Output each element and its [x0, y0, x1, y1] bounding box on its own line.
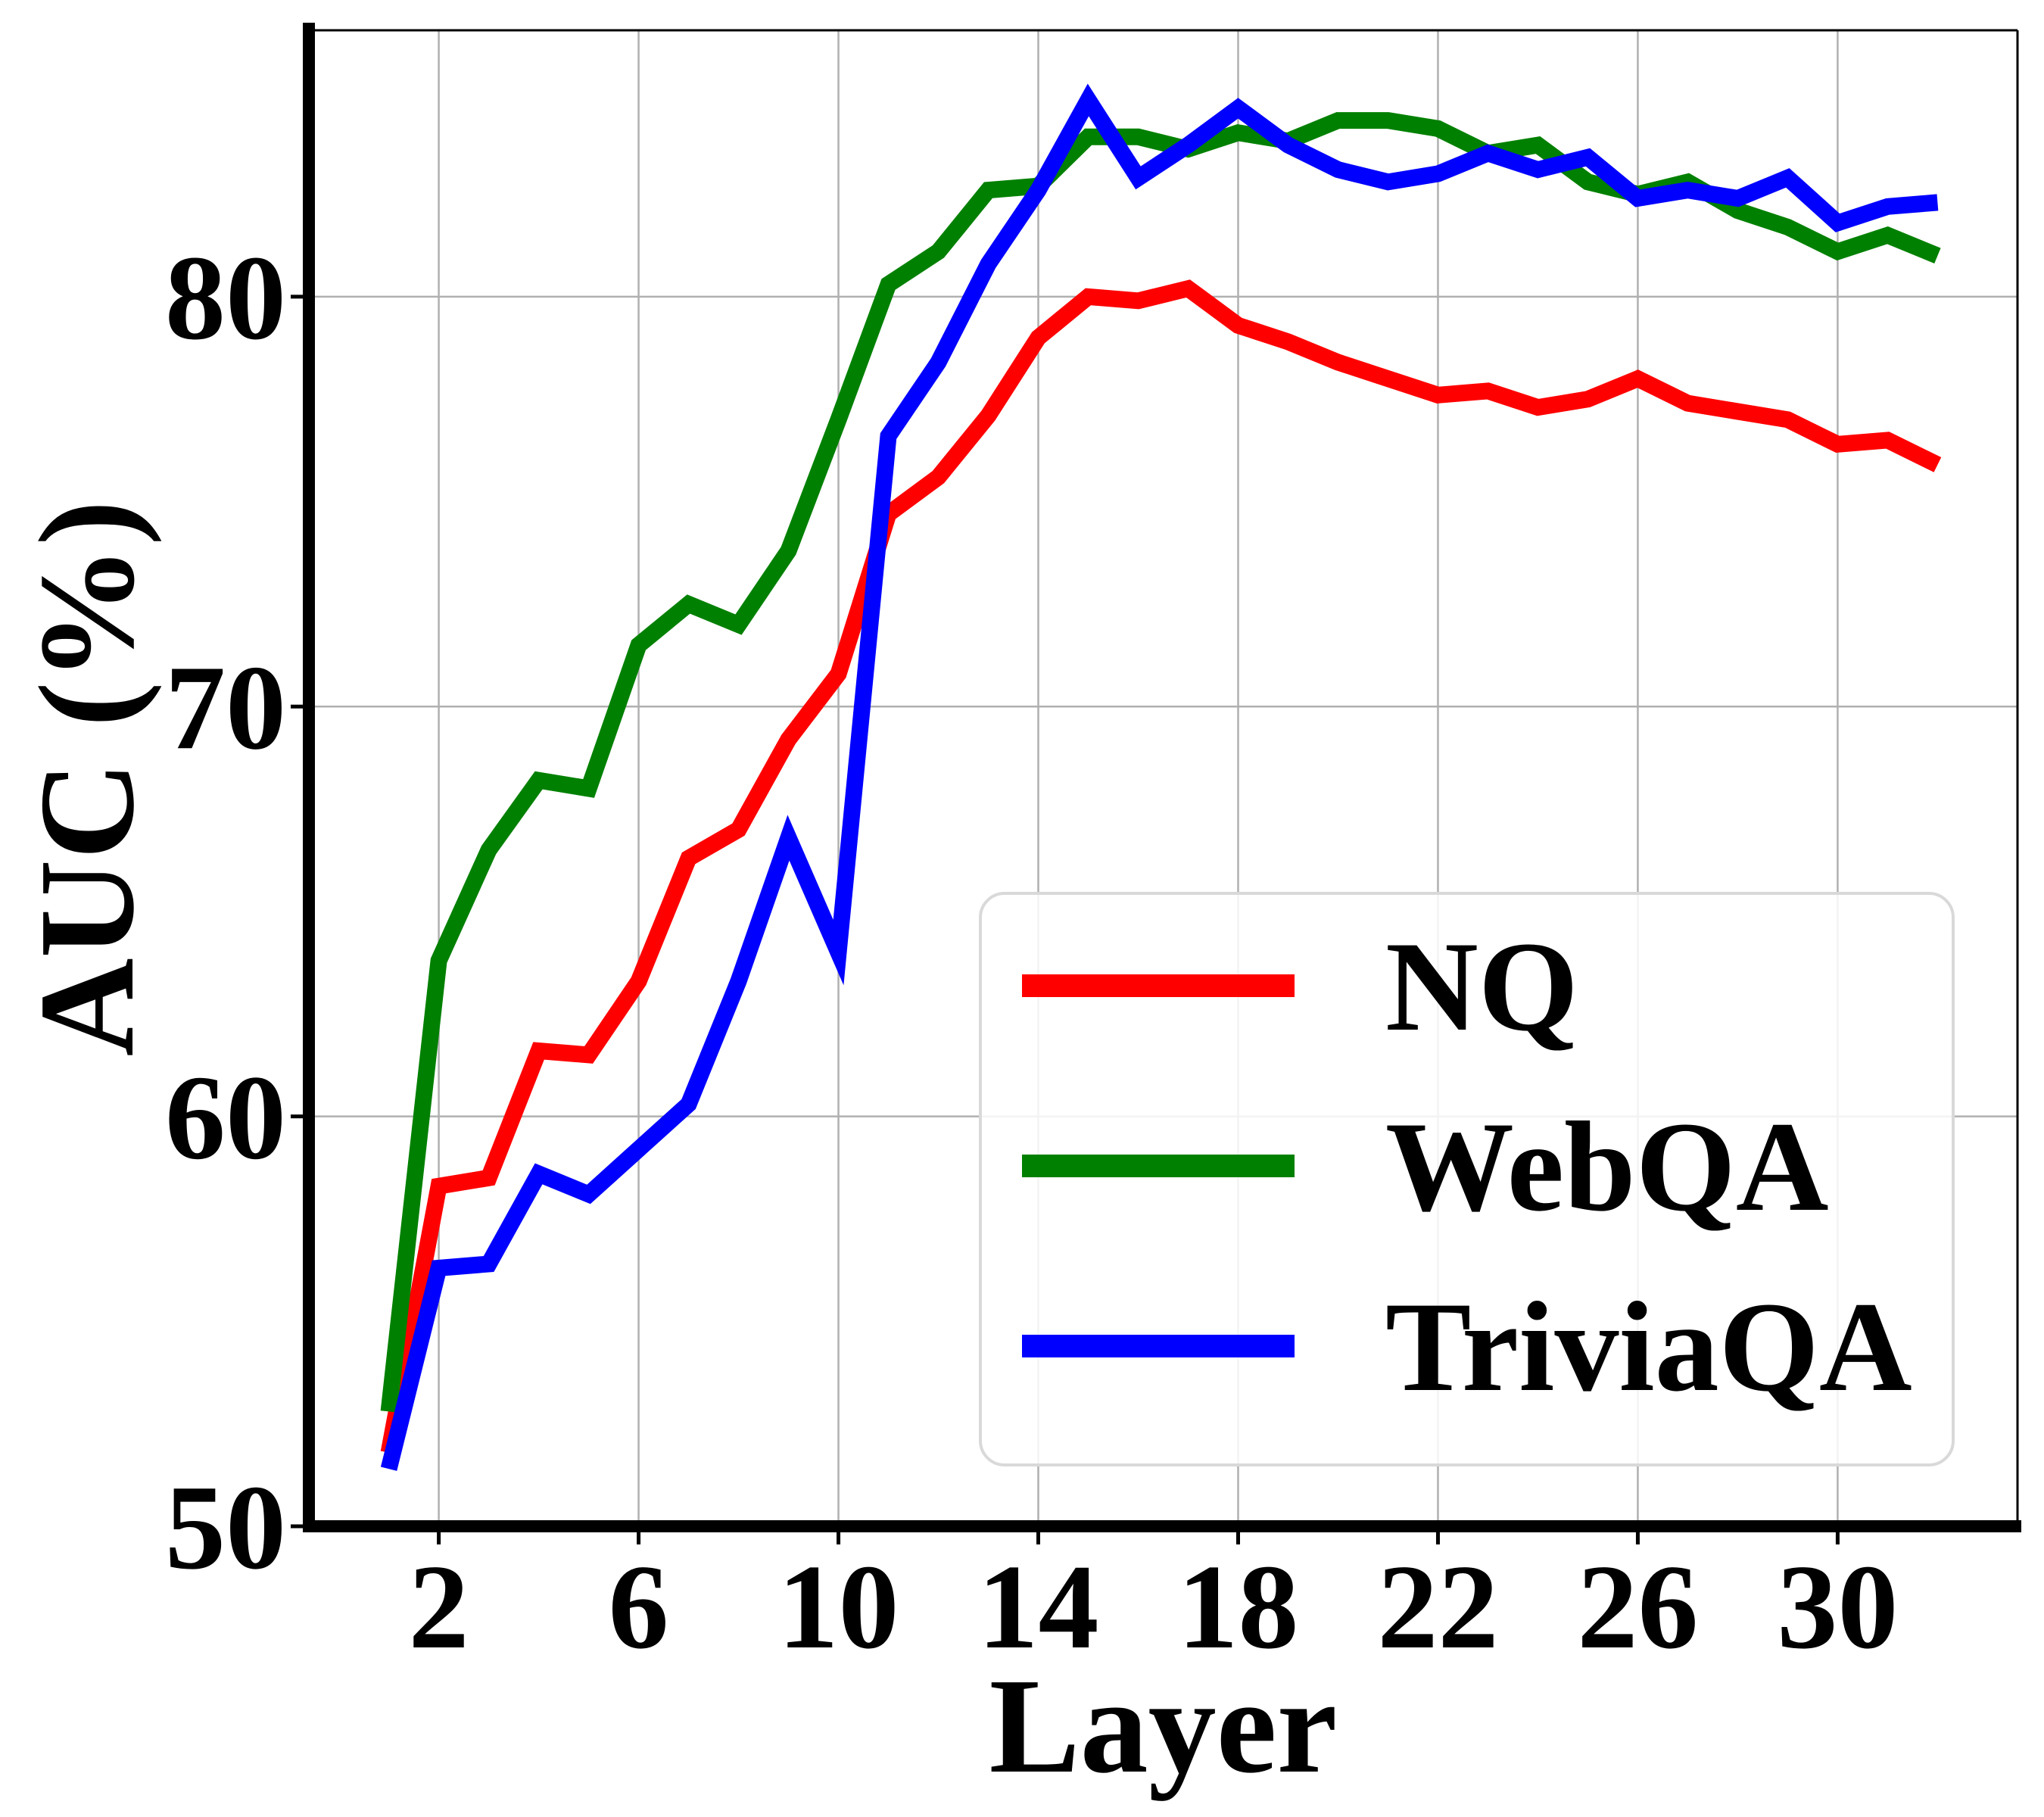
axes — [291, 23, 2021, 1544]
y-tick-label: 70 — [165, 640, 286, 774]
x-tick-label: 6 — [609, 1539, 669, 1674]
x-tick-label: 10 — [778, 1539, 899, 1674]
legend-label-triviaqa: TriviaQA — [1385, 1276, 1912, 1418]
y-tick-label: 50 — [165, 1460, 286, 1594]
x-tick-label: 2 — [409, 1539, 469, 1674]
x-tick-label: 26 — [1577, 1539, 1698, 1674]
legend: NQ WebQA TriviaQA — [979, 892, 1955, 1466]
x-tick-label: 18 — [1177, 1539, 1298, 1674]
x-tick-label: 30 — [1777, 1539, 1898, 1674]
series-line-nq — [380, 279, 1942, 1454]
y-tick-label: 60 — [165, 1050, 286, 1185]
series-line-triviaqa — [380, 83, 1939, 1471]
legend-label-nq: NQ — [1385, 915, 1578, 1058]
x-tick-label: 14 — [978, 1539, 1099, 1674]
x-tick-label: 22 — [1377, 1539, 1498, 1674]
y-tick-label: 80 — [165, 230, 286, 365]
legend-label-webqa: WebQA — [1385, 1095, 1829, 1238]
legend-box — [979, 892, 1955, 1466]
series-lines — [380, 83, 1942, 1471]
x-axis-label: Layer — [989, 1650, 1338, 1801]
y-axis-label: AUC (%) — [11, 500, 162, 1057]
